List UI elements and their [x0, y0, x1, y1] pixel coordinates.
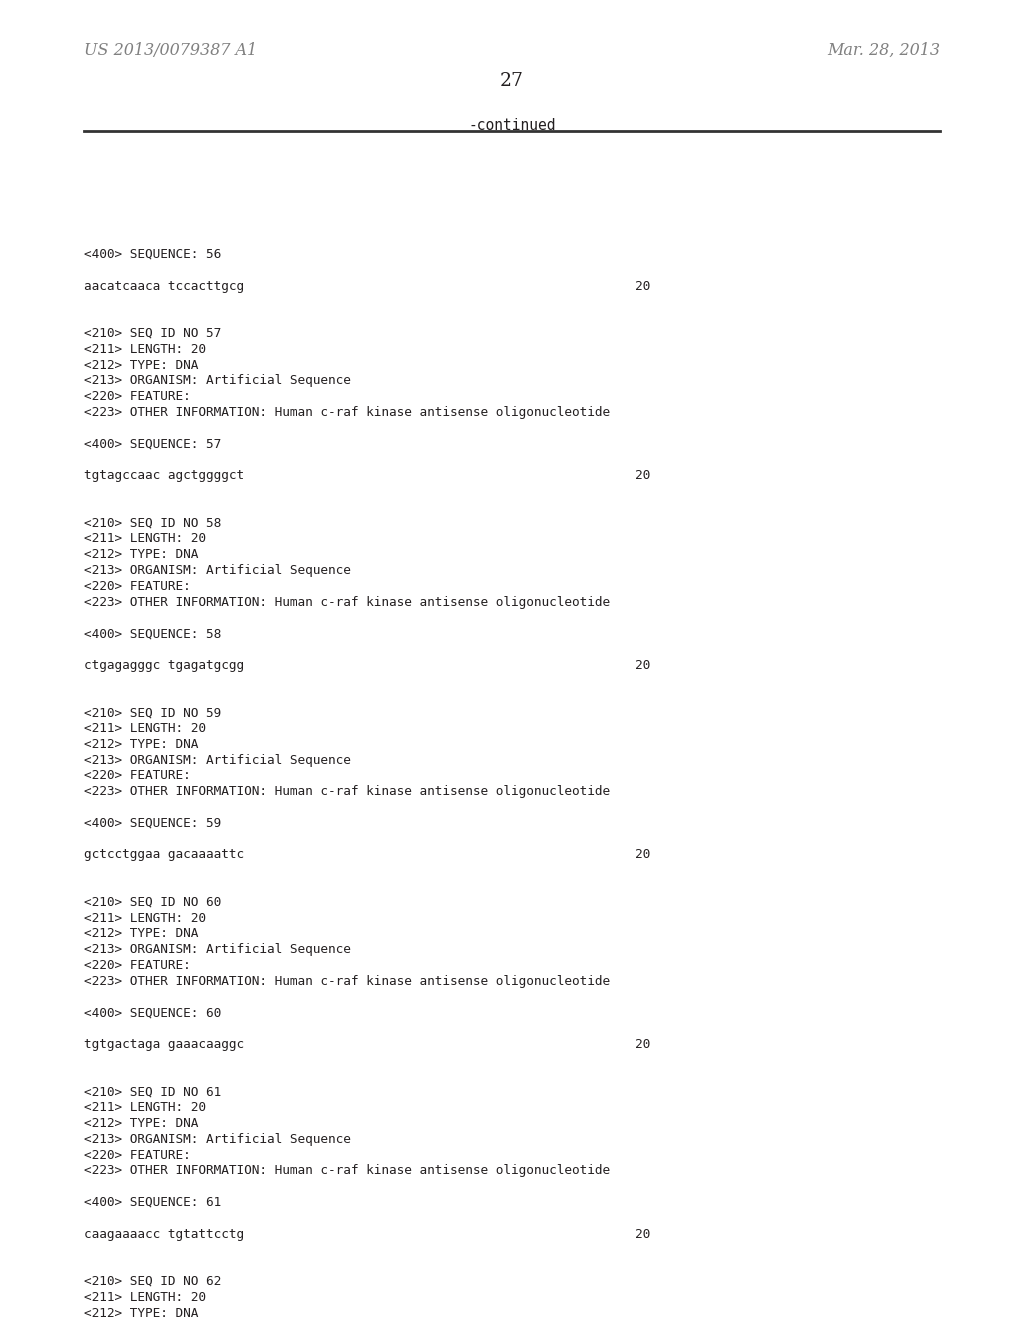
Text: <210> SEQ ID NO 57: <210> SEQ ID NO 57 — [84, 327, 221, 341]
Text: <400> SEQUENCE: 60: <400> SEQUENCE: 60 — [84, 1006, 221, 1019]
Text: <220> FEATURE:: <220> FEATURE: — [84, 960, 190, 972]
Text: <213> ORGANISM: Artificial Sequence: <213> ORGANISM: Artificial Sequence — [84, 1133, 351, 1146]
Text: <212> TYPE: DNA: <212> TYPE: DNA — [84, 738, 199, 751]
Text: <220> FEATURE:: <220> FEATURE: — [84, 1148, 190, 1162]
Text: <213> ORGANISM: Artificial Sequence: <213> ORGANISM: Artificial Sequence — [84, 944, 351, 956]
Text: 20: 20 — [635, 280, 650, 293]
Text: <212> TYPE: DNA: <212> TYPE: DNA — [84, 1117, 199, 1130]
Text: Mar. 28, 2013: Mar. 28, 2013 — [827, 42, 940, 59]
Text: <211> LENGTH: 20: <211> LENGTH: 20 — [84, 343, 206, 356]
Text: 20: 20 — [635, 659, 650, 672]
Text: US 2013/0079387 A1: US 2013/0079387 A1 — [84, 42, 257, 59]
Text: gctcctggaa gacaaaattc: gctcctggaa gacaaaattc — [84, 849, 244, 862]
Text: <223> OTHER INFORMATION: Human c-raf kinase antisense oligonucleotide: <223> OTHER INFORMATION: Human c-raf kin… — [84, 974, 610, 987]
Text: -continued: -continued — [468, 117, 556, 133]
Text: 20: 20 — [635, 1038, 650, 1051]
Text: <223> OTHER INFORMATION: Human c-raf kinase antisense oligonucleotide: <223> OTHER INFORMATION: Human c-raf kin… — [84, 1164, 610, 1177]
Text: <211> LENGTH: 20: <211> LENGTH: 20 — [84, 1291, 206, 1304]
Text: <210> SEQ ID NO 58: <210> SEQ ID NO 58 — [84, 516, 221, 529]
Text: <213> ORGANISM: Artificial Sequence: <213> ORGANISM: Artificial Sequence — [84, 754, 351, 767]
Text: <223> OTHER INFORMATION: Human c-raf kinase antisense oligonucleotide: <223> OTHER INFORMATION: Human c-raf kin… — [84, 595, 610, 609]
Text: <223> OTHER INFORMATION: Human c-raf kinase antisense oligonucleotide: <223> OTHER INFORMATION: Human c-raf kin… — [84, 407, 610, 418]
Text: <211> LENGTH: 20: <211> LENGTH: 20 — [84, 532, 206, 545]
Text: <400> SEQUENCE: 61: <400> SEQUENCE: 61 — [84, 1196, 221, 1209]
Text: <213> ORGANISM: Artificial Sequence: <213> ORGANISM: Artificial Sequence — [84, 564, 351, 577]
Text: <220> FEATURE:: <220> FEATURE: — [84, 579, 190, 593]
Text: aacatcaaca tccacttgcg: aacatcaaca tccacttgcg — [84, 280, 244, 293]
Text: <211> LENGTH: 20: <211> LENGTH: 20 — [84, 1101, 206, 1114]
Text: 20: 20 — [635, 1228, 650, 1241]
Text: <212> TYPE: DNA: <212> TYPE: DNA — [84, 928, 199, 940]
Text: <220> FEATURE:: <220> FEATURE: — [84, 770, 190, 783]
Text: <400> SEQUENCE: 58: <400> SEQUENCE: 58 — [84, 627, 221, 640]
Text: tgtagccaac agctggggct: tgtagccaac agctggggct — [84, 469, 244, 482]
Text: 27: 27 — [500, 73, 524, 90]
Text: <210> SEQ ID NO 62: <210> SEQ ID NO 62 — [84, 1275, 221, 1288]
Text: 20: 20 — [635, 849, 650, 862]
Text: <212> TYPE: DNA: <212> TYPE: DNA — [84, 359, 199, 372]
Text: 20: 20 — [635, 469, 650, 482]
Text: ctgagagggc tgagatgcgg: ctgagagggc tgagatgcgg — [84, 659, 244, 672]
Text: <211> LENGTH: 20: <211> LENGTH: 20 — [84, 912, 206, 924]
Text: <223> OTHER INFORMATION: Human c-raf kinase antisense oligonucleotide: <223> OTHER INFORMATION: Human c-raf kin… — [84, 785, 610, 799]
Text: <212> TYPE: DNA: <212> TYPE: DNA — [84, 1307, 199, 1320]
Text: <210> SEQ ID NO 60: <210> SEQ ID NO 60 — [84, 896, 221, 908]
Text: caagaaaacc tgtattcctg: caagaaaacc tgtattcctg — [84, 1228, 244, 1241]
Text: <400> SEQUENCE: 56: <400> SEQUENCE: 56 — [84, 248, 221, 261]
Text: <212> TYPE: DNA: <212> TYPE: DNA — [84, 548, 199, 561]
Text: tgtgactaga gaaacaaggc: tgtgactaga gaaacaaggc — [84, 1038, 244, 1051]
Text: <400> SEQUENCE: 59: <400> SEQUENCE: 59 — [84, 817, 221, 830]
Text: <400> SEQUENCE: 57: <400> SEQUENCE: 57 — [84, 438, 221, 450]
Text: <211> LENGTH: 20: <211> LENGTH: 20 — [84, 722, 206, 735]
Text: <210> SEQ ID NO 59: <210> SEQ ID NO 59 — [84, 706, 221, 719]
Text: <213> ORGANISM: Artificial Sequence: <213> ORGANISM: Artificial Sequence — [84, 375, 351, 387]
Text: <210> SEQ ID NO 61: <210> SEQ ID NO 61 — [84, 1085, 221, 1098]
Text: <220> FEATURE:: <220> FEATURE: — [84, 391, 190, 403]
